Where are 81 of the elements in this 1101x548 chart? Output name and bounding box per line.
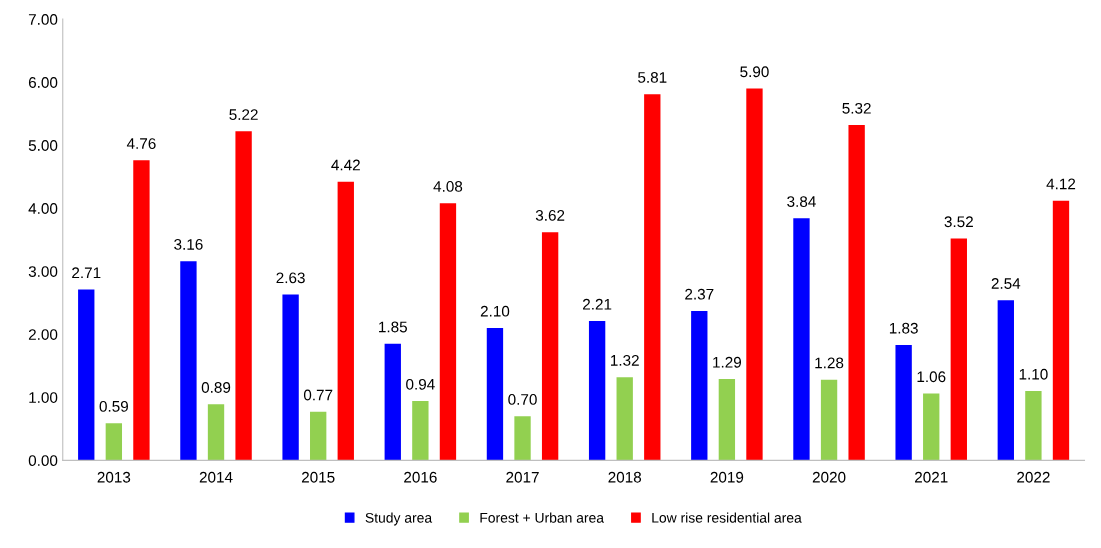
data-label: 3.62	[535, 210, 565, 221]
bar	[337, 181, 354, 461]
bar	[820, 379, 838, 461]
y-tick-label: 4.00	[28, 203, 58, 214]
x-tick-label: 2021	[915, 471, 948, 483]
bar	[180, 261, 197, 461]
bar	[514, 416, 531, 461]
bar	[384, 343, 401, 461]
bar	[105, 423, 123, 461]
legend-label: Study area	[365, 512, 433, 526]
data-label: 5.22	[229, 109, 258, 120]
bar	[746, 88, 763, 461]
x-tick-label: 2015	[301, 471, 335, 483]
bar	[895, 344, 912, 461]
data-label: 0.59	[99, 400, 128, 412]
y-tick-label: 2.00	[28, 329, 58, 340]
y-tick-label: 6.00	[28, 77, 58, 88]
x-tick-label: 2022	[1017, 471, 1050, 483]
bar	[412, 401, 429, 461]
data-label: 2.21	[583, 298, 612, 310]
x-tick-label: 2014	[199, 471, 233, 483]
y-tick-label: 1.00	[29, 392, 58, 403]
data-label: 1.06	[917, 371, 946, 383]
bar	[541, 232, 559, 461]
data-label: 2.10	[480, 305, 510, 317]
bar	[997, 300, 1014, 461]
data-label: 0.94	[406, 378, 435, 390]
y-tick-label: 3.00	[28, 266, 58, 277]
bar	[133, 160, 150, 461]
x-tick-label: 2018	[608, 471, 642, 483]
data-label: 1.83	[889, 322, 918, 334]
bar	[207, 404, 225, 461]
data-label: 4.42	[331, 159, 360, 171]
data-label: 1.32	[611, 354, 639, 366]
bar	[78, 289, 95, 461]
data-label: 0.89	[201, 382, 231, 393]
x-tick-label: 2013	[97, 471, 131, 483]
bar	[848, 125, 865, 461]
bar	[616, 377, 633, 461]
y-tick-label: 7.00	[28, 14, 58, 25]
data-label: 1.10	[1019, 368, 1048, 380]
data-label: 5.90	[740, 66, 769, 78]
bar	[718, 379, 736, 461]
legend-label: Low rise residential area	[652, 512, 802, 523]
bar	[282, 294, 299, 461]
bar	[588, 321, 606, 461]
data-label: 2.37	[685, 288, 714, 300]
bar	[1052, 200, 1070, 461]
x-tick-label: 2019	[710, 471, 744, 483]
data-label: 2.54	[991, 278, 1021, 289]
legend-label: Forest + Urban area	[480, 512, 604, 523]
x-tick-label: 2017	[506, 471, 539, 483]
data-label: 3.16	[174, 239, 203, 250]
x-tick-label: 2016	[404, 471, 437, 483]
data-label: 5.32	[842, 102, 871, 114]
data-label: 2.71	[72, 267, 101, 279]
bar	[310, 411, 327, 461]
data-label: 3.52	[944, 216, 973, 228]
data-label: 2.63	[276, 272, 305, 284]
data-label: 4.08	[433, 181, 463, 192]
bar	[486, 327, 504, 461]
bar	[439, 203, 457, 461]
data-label: 1.28	[815, 357, 844, 369]
y-tick-label: 5.00	[28, 140, 58, 151]
data-label: 1.29	[713, 356, 742, 368]
data-label: 5.81	[638, 72, 667, 83]
data-label: 4.12	[1046, 178, 1076, 190]
data-label: 3.84	[787, 196, 816, 207]
data-label: 4.76	[126, 138, 156, 149]
bar	[950, 238, 967, 461]
bar	[235, 131, 252, 461]
x-tick-label: 2020	[812, 471, 846, 483]
bar	[923, 393, 940, 461]
bar	[691, 310, 708, 461]
data-label: 0.77	[303, 389, 333, 401]
y-tick-label: 0.00	[28, 455, 58, 467]
data-label: 1.85	[379, 321, 407, 333]
bar	[793, 218, 810, 461]
bar	[1025, 391, 1042, 461]
data-label: 0.70	[508, 394, 537, 405]
bar	[644, 94, 661, 461]
